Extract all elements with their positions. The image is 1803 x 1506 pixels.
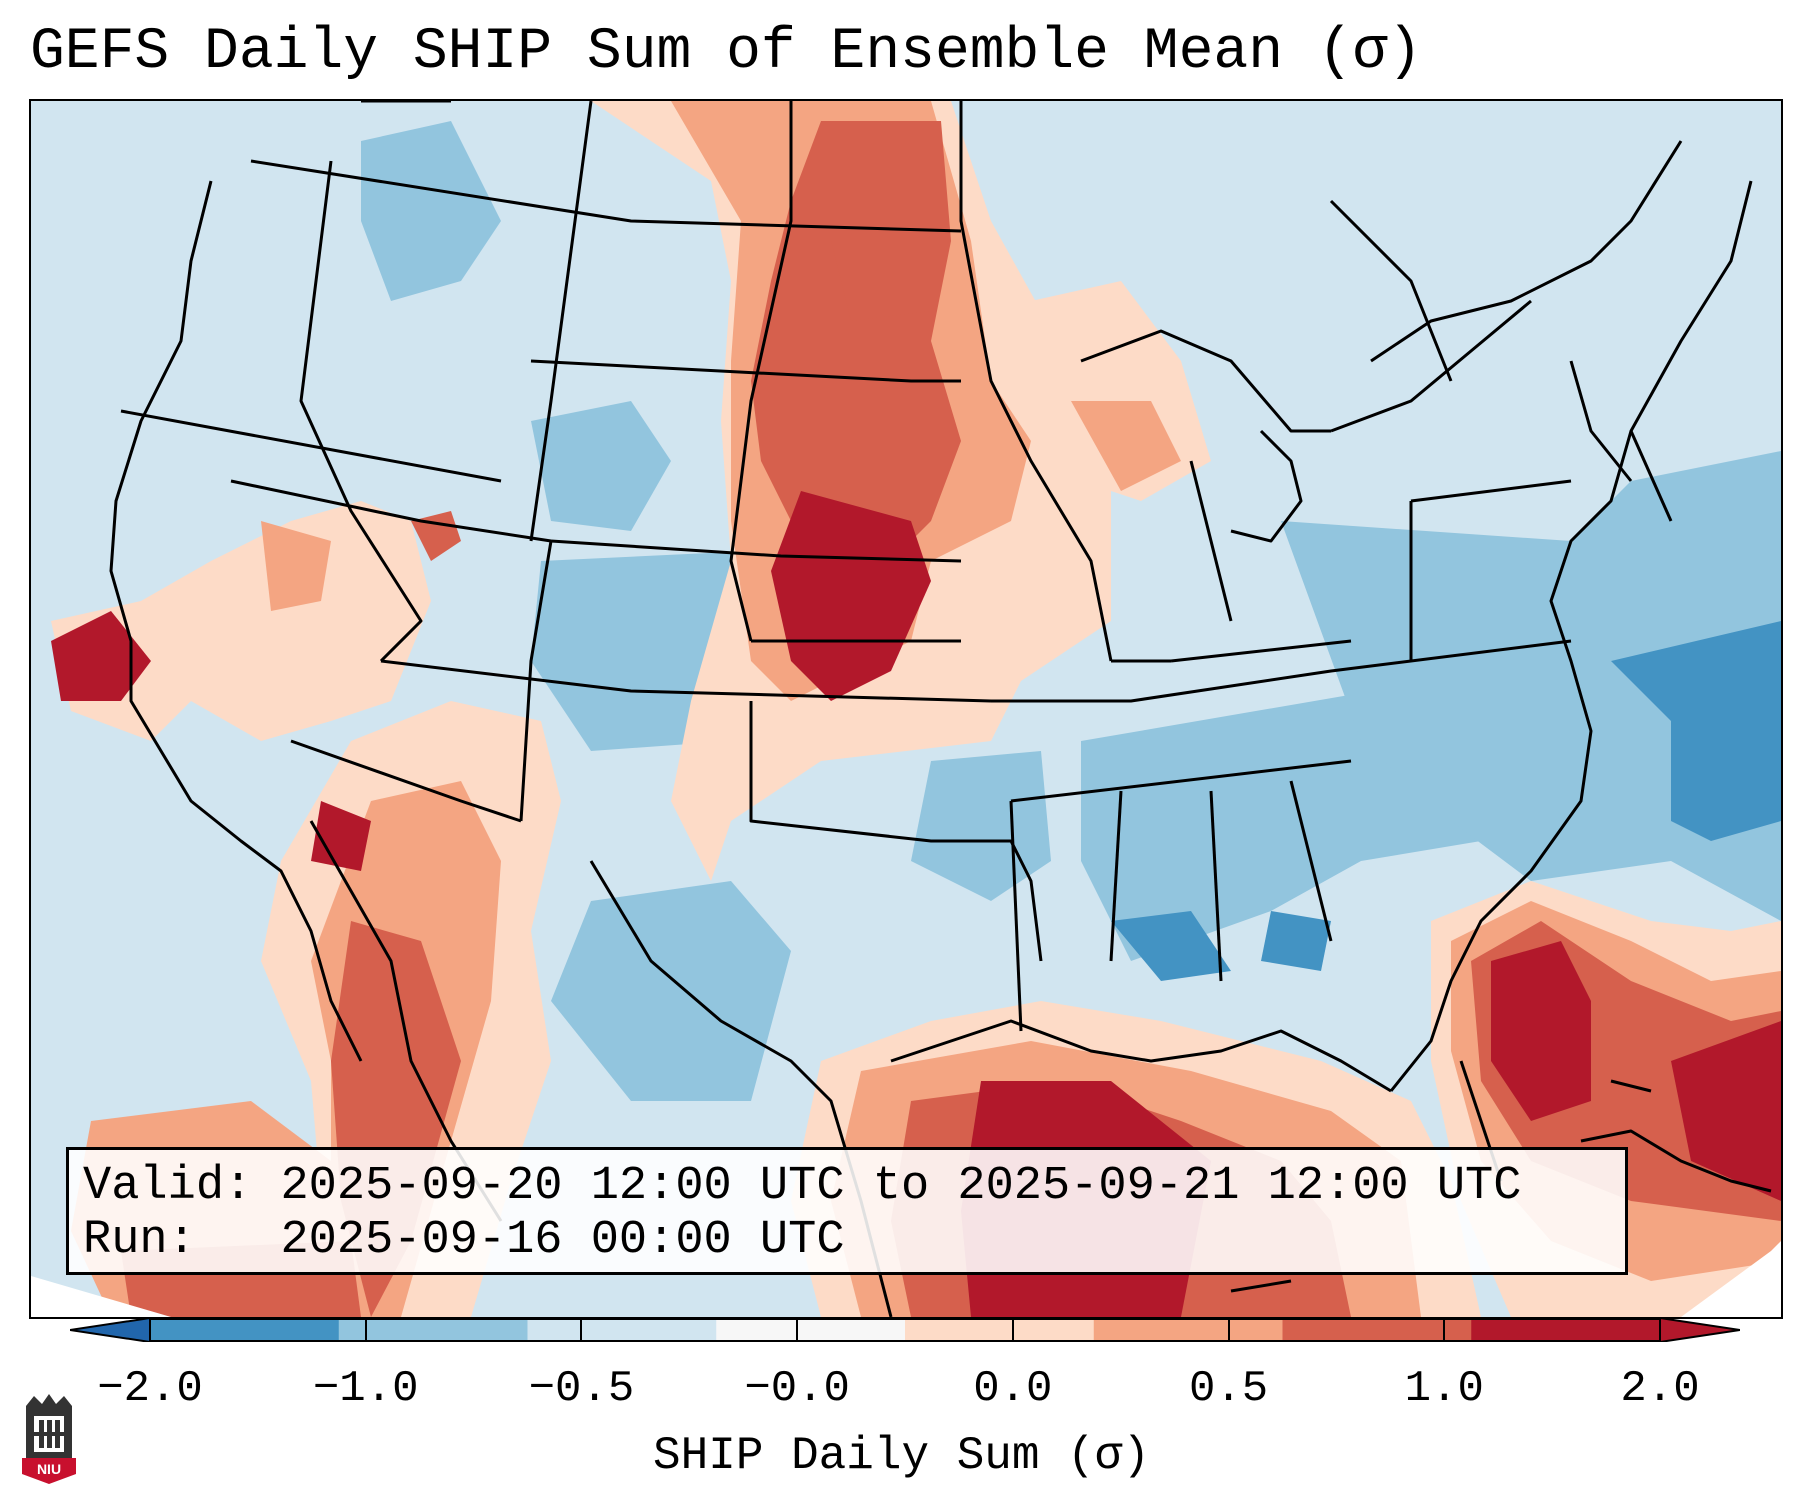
colorbar-tick-label: 2.0: [1620, 1364, 1700, 1414]
validity-info-box: Valid: 2025-09-20 12:00 UTC to 2025-09-2…: [66, 1147, 1628, 1275]
colorbar-tick-label: 0.5: [1188, 1364, 1269, 1414]
colorbar-segment: [716, 1319, 906, 1341]
niu-logo-icon: NIU: [22, 1394, 76, 1484]
colorbar: [70, 1318, 1740, 1342]
map-panel: [29, 99, 1783, 1319]
valid-label: Valid:: [83, 1160, 253, 1213]
colorbar-segment: [905, 1319, 1095, 1341]
colorbar-tick-mark: [1227, 1318, 1230, 1342]
colorbar-segment: [527, 1319, 717, 1341]
colorbar-extend-low: [70, 1318, 151, 1342]
valid-value: 2025-09-20 12:00 UTC to 2025-09-21 12:00…: [280, 1160, 1522, 1213]
colorbar-segment: [150, 1319, 340, 1341]
colorbar-tick-label: −0.0: [744, 1364, 850, 1414]
colorbar-segment: [338, 1319, 528, 1341]
colorbar-tick-mark: [364, 1318, 367, 1342]
colorbar-segment: [1282, 1319, 1472, 1341]
colorbar-tick-label: 1.0: [1404, 1364, 1484, 1414]
colorbar-tick-mark: [580, 1318, 583, 1342]
colorbar-tick-mark: [1011, 1318, 1014, 1342]
colorbar-tick-mark: [1443, 1318, 1446, 1342]
run-value: 2025-09-16 00:00 UTC: [280, 1214, 845, 1267]
colorbar-tick-label: −0.5: [528, 1364, 635, 1414]
colorbar-tick-label: −1.0: [312, 1364, 419, 1414]
colorbar-segment: [1471, 1319, 1661, 1341]
colorbar-tick-mark: [149, 1318, 151, 1342]
run-label: Run:: [83, 1214, 196, 1267]
colorbar-label: SHIP Daily Sum (σ): [653, 1430, 1150, 1482]
colorbar-tick-label: 0.0: [973, 1364, 1053, 1414]
colorbar-tick-mark: [1659, 1318, 1661, 1342]
colorbar-extend-high: [1659, 1318, 1740, 1342]
colorbar-tick-mark: [796, 1318, 799, 1342]
map-title: GEFS Daily SHIP Sum of Ensemble Mean (σ): [30, 20, 1423, 85]
colorbar-tick-label: −2.0: [97, 1364, 203, 1414]
ship-anomaly-field: [31, 101, 1781, 1317]
logo-text: NIU: [37, 1461, 61, 1477]
colorbar-segment: [1093, 1319, 1283, 1341]
